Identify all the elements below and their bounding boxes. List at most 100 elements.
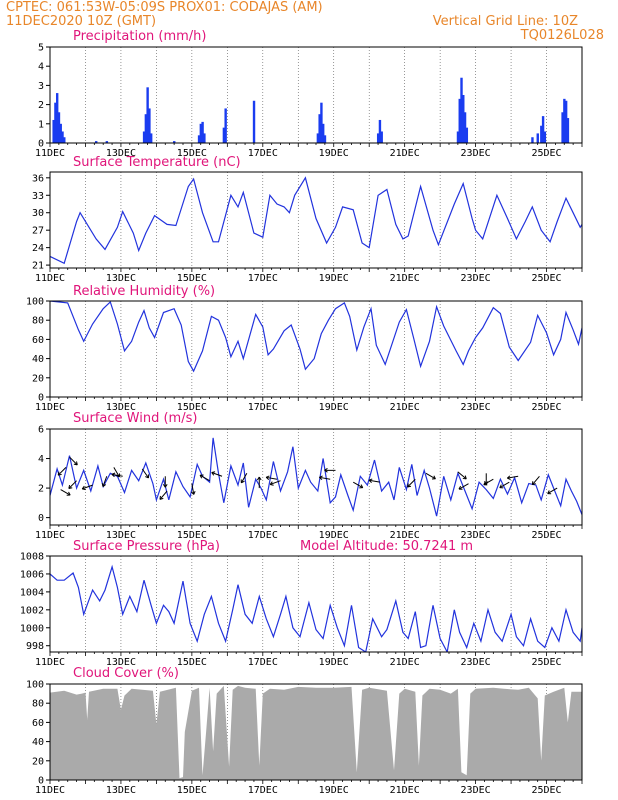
precipitation-x-tick-label: 13DEC (106, 148, 136, 159)
wind-y-tick-label: 4 (38, 454, 44, 465)
wind-arrow (256, 476, 262, 489)
wind-arrow (457, 471, 467, 480)
pressure-panel: 998 1000 1002 1004 1006 1008 11DEC 13DEC 15DEC 17… (20, 539, 583, 668)
wind-panel: 0 2 4 6 11DEC 13DEC 15DEC 17DEC 19DEC 21DEC 23DEC 2… (35, 411, 583, 541)
precipitation-y-tick-label: 4 (38, 62, 44, 73)
temperature-x-tick-label: 15DEC (177, 273, 207, 284)
pressure-y-tick-label: 998 (26, 641, 44, 652)
temperature-x-tick-label: 19DEC (319, 273, 349, 284)
humidity-y-tick-label: 0 (38, 393, 44, 404)
wind-arrow (60, 489, 71, 496)
precipitation-bar (540, 125, 543, 143)
precipitation-bar (456, 131, 460, 143)
precipitation-bar (541, 116, 545, 143)
wind-arrow (81, 484, 93, 491)
wind-x-tick-label: 17DEC (248, 530, 278, 541)
wind-y-tick-label: 2 (38, 484, 44, 495)
precipitation-bar (57, 112, 61, 143)
pressure-title: Surface Pressure (hPa) (73, 539, 220, 554)
wind-arrow (240, 473, 248, 484)
wind-arrow (531, 475, 540, 486)
pressure-x-tick-label: 23DEC (461, 657, 491, 668)
wind-arrow (111, 472, 123, 478)
pressure-x-tick-label: 11DEC (35, 657, 65, 668)
humidity-panel: 0 20 40 60 80 100 11DEC 13DEC 15DEC 17DEC 19DEC 21D… (26, 284, 583, 413)
wind-arrow (199, 474, 210, 482)
precipitation-x-tick-label: 17DEC (248, 148, 278, 159)
wind-arrow (191, 483, 196, 495)
humidity-line (50, 301, 582, 373)
wind-x-tick-label: 11DEC (35, 530, 65, 541)
wind-arrow (506, 475, 519, 480)
precipitation-bar (105, 141, 109, 143)
precipitation-bar (543, 131, 547, 143)
cloud-cover-title: Cloud Cover (%) (73, 666, 179, 681)
precipitation-bar (323, 135, 327, 143)
precipitation-bar (321, 123, 325, 143)
cloud-cover-area (50, 685, 582, 780)
wind-arrow (159, 490, 168, 500)
precipitation-panel: 0 1 2 3 4 5 11DEC 13DEC 15DEC 17DEC 19DEC 21DEC 23DE… (35, 29, 583, 159)
cloud-cover-y-tick-label: 0 (38, 776, 44, 787)
temperature-x-tick-label: 17DEC (248, 273, 278, 284)
pressure-x-tick-label: 21DEC (390, 657, 420, 668)
wind-arrow (101, 476, 108, 487)
pressure-frame (49, 555, 583, 653)
cloud-cover-x-tick-label: 15DEC (177, 785, 207, 796)
temperature-title: Surface Temperature (nC) (73, 155, 241, 170)
humidity-y-tick-label: 60 (32, 335, 44, 346)
pressure-x-tick-label: 15DEC (177, 657, 207, 668)
header-line1: CPTEC: 061:53W-05:09S PROX01: CODAJAS (A… (6, 0, 323, 15)
wind-arrow (324, 468, 336, 473)
wind-arrow (368, 478, 380, 483)
precipitation-bar (173, 141, 176, 143)
temperature-x-tick-label: 23DEC (461, 273, 491, 284)
wind-x-tick-label: 25DEC (531, 530, 561, 541)
humidity-x-tick-label: 21DEC (390, 402, 420, 413)
humidity-x-tick-label: 19DEC (319, 402, 349, 413)
precipitation-bar (252, 100, 256, 143)
cloud-cover-x-tick-label: 19DEC (319, 785, 349, 796)
precipitation-frame (49, 46, 583, 144)
wind-arrow (547, 487, 558, 495)
header-date: 11DEC2020 10Z (GMT) (6, 14, 157, 29)
precipitation-bar (197, 135, 201, 143)
wind-arrow (458, 483, 469, 490)
pressure-y-tick-label: 1002 (20, 605, 44, 616)
cloud-cover-x-tick-label: 11DEC (35, 785, 65, 796)
wind-arrow (141, 468, 150, 479)
wind-x-tick-label: 15DEC (177, 530, 207, 541)
wind-y-tick-label: 0 (38, 513, 44, 524)
precipitation-bar (52, 119, 55, 143)
header-vertical-grid-note: Vertical Grid Line: 10Z (432, 14, 578, 29)
precipitation-bar (561, 112, 564, 143)
wind-arrow (483, 478, 494, 486)
precipitation-bar (564, 100, 568, 143)
wind-x-tick-label: 13DEC (106, 530, 136, 541)
temperature-panel: 21 24 27 30 33 36 11DEC 13DEC 15DEC 17DEC 19DEC 21D… (32, 155, 583, 284)
precipitation-bar (320, 102, 323, 143)
humidity-frame (49, 300, 583, 398)
precipitation-bar (465, 127, 469, 143)
precipitation-bar (144, 114, 148, 143)
cloud-cover-y-tick-label: 40 (32, 737, 44, 748)
pressure-x-tick-label: 17DEC (248, 657, 278, 668)
cloud-cover-x-tick-label: 17DEC (248, 785, 278, 796)
humidity-x-tick-label: 15DEC (177, 402, 207, 413)
temperature-y-tick-label: 27 (32, 226, 44, 237)
precipitation-y-tick-label: 3 (38, 81, 44, 92)
precipitation-bar (203, 133, 206, 143)
cloud-cover-x-tick-label: 21DEC (390, 785, 420, 796)
precipitation-bar (318, 114, 321, 143)
cloud-cover-y-tick-label: 60 (32, 718, 44, 729)
precipitation-y-tick-label: 0 (38, 139, 44, 150)
precipitation-bar (536, 133, 539, 143)
wind-arrow (211, 471, 223, 477)
precipitation-bar (458, 98, 461, 143)
temperature-y-tick-label: 36 (32, 173, 44, 184)
precipitation-bar (59, 123, 62, 143)
precipitation-x-tick-label: 21DEC (390, 148, 420, 159)
precipitation-y-tick-label: 1 (38, 119, 44, 130)
wind-arrow (68, 480, 77, 489)
header-model-code: TQ0126L028 (520, 28, 604, 43)
